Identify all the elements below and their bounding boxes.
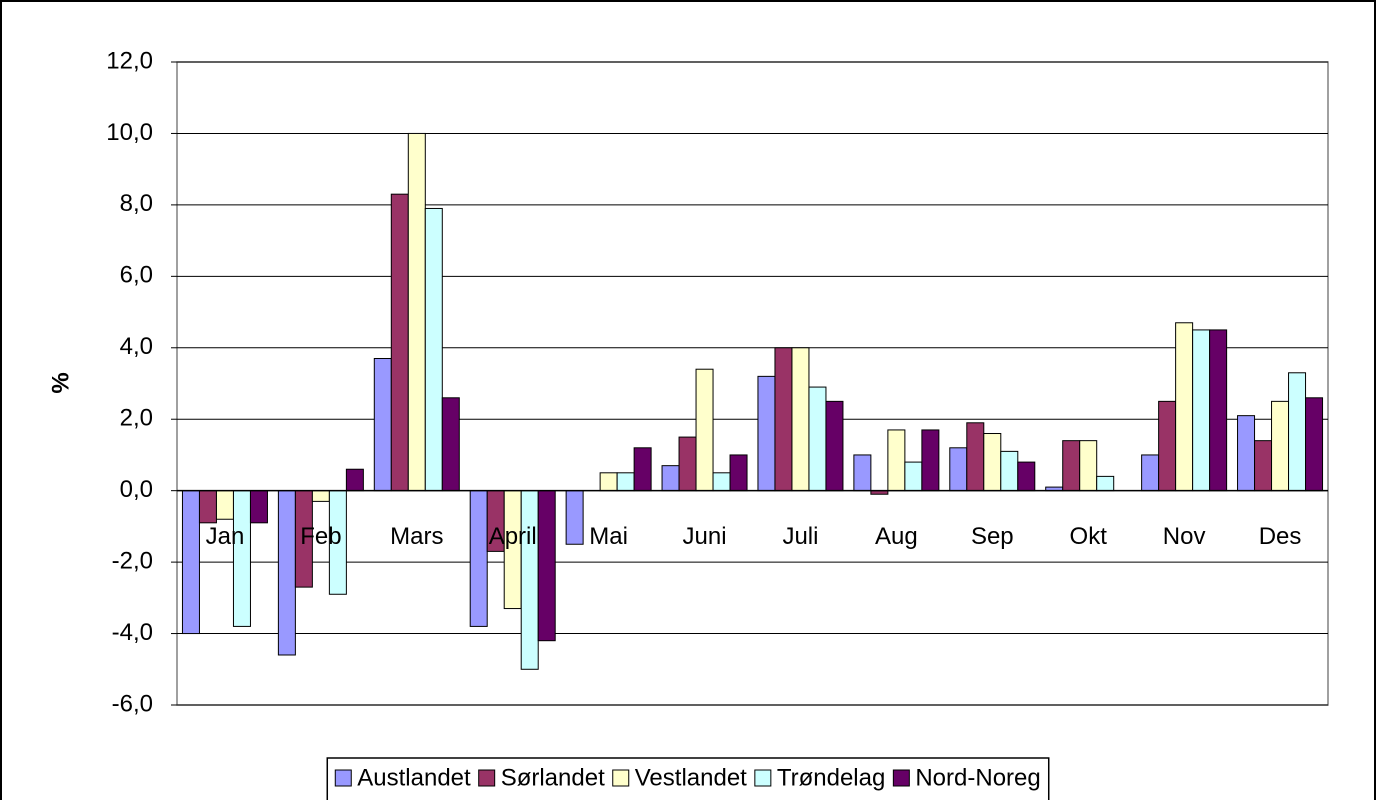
bar: [853, 454, 872, 492]
bar: [1288, 372, 1307, 492]
x-tick-label: Juni: [683, 523, 727, 550]
bar: [825, 400, 844, 492]
y-tick-label: 8,0: [120, 190, 153, 217]
bar: [1079, 440, 1098, 492]
y-tick-label: -4,0: [112, 619, 153, 646]
y-tick-label: 12,0: [106, 47, 153, 74]
x-tick-label: Feb: [300, 523, 341, 550]
bar: [390, 193, 409, 492]
bar: [791, 347, 810, 492]
legend-swatch: [612, 769, 630, 787]
legend-swatch: [892, 769, 910, 787]
bar: [215, 490, 234, 520]
bar: [249, 490, 268, 524]
bar: [808, 386, 827, 492]
bar: [537, 490, 556, 642]
bar: [181, 490, 200, 635]
x-tick-label: Okt: [1070, 523, 1108, 550]
bar: [633, 447, 652, 492]
bar: [1271, 400, 1290, 492]
bar: [311, 490, 330, 502]
x-tick-label: April: [489, 523, 537, 550]
bar: [1096, 475, 1115, 492]
bar: [1062, 440, 1081, 492]
legend-label: Trøndelag: [777, 764, 886, 791]
bar: [1158, 400, 1177, 492]
bar: [1305, 397, 1324, 492]
bar: [757, 375, 776, 492]
y-tick-label: 10,0: [106, 119, 153, 146]
y-tick-label: 6,0: [120, 262, 153, 289]
x-tick-label: Nov: [1163, 523, 1206, 550]
y-axis-label: %: [47, 372, 74, 393]
bar: [1192, 329, 1211, 492]
plot-area: [176, 61, 1329, 706]
bar: [373, 357, 392, 492]
bar: [599, 472, 618, 492]
bar: [661, 465, 680, 492]
bar: [678, 436, 697, 492]
bar: [1209, 329, 1228, 492]
legend: [326, 757, 1050, 800]
bar: [921, 429, 940, 492]
bar: [729, 454, 748, 492]
bar: [1141, 454, 1160, 492]
x-tick-label: Aug: [875, 523, 918, 550]
bar: [949, 447, 968, 492]
bar: [1237, 415, 1256, 492]
bar: [695, 368, 714, 492]
bar: [774, 347, 793, 492]
legend-label: Austlandet: [357, 764, 471, 791]
bar: [1000, 450, 1019, 492]
bar: [1017, 461, 1036, 492]
x-tick-label: Mars: [390, 523, 443, 550]
y-tick-label: 0,0: [120, 476, 153, 503]
bar: [1175, 322, 1194, 492]
bar: [966, 422, 985, 492]
bar: [198, 490, 217, 524]
bar: [232, 490, 251, 627]
bar: [441, 397, 460, 492]
bar: [520, 490, 539, 670]
bar: [983, 433, 1002, 492]
bar: [407, 132, 426, 492]
x-tick-label: Des: [1259, 523, 1302, 550]
legend-swatch: [478, 769, 496, 787]
y-tick-label: -2,0: [112, 547, 153, 574]
bar: [345, 468, 364, 492]
legend-label: Vestlandet: [635, 764, 747, 791]
x-tick-label: Mai: [589, 523, 628, 550]
bar: [904, 461, 923, 492]
y-tick-label: -6,0: [112, 690, 153, 717]
legend-swatch: [754, 769, 772, 787]
x-tick-label: Jan: [206, 523, 245, 550]
y-tick-label: 4,0: [120, 333, 153, 360]
legend-label: Sørlandet: [501, 764, 605, 791]
bar: [424, 207, 443, 492]
y-tick-label: 2,0: [120, 405, 153, 432]
bar: [277, 490, 296, 656]
bar: [1254, 440, 1273, 492]
bar: [469, 490, 488, 627]
x-tick-label: Juli: [782, 523, 818, 550]
legend-swatch: [334, 769, 352, 787]
x-tick-label: Sep: [971, 523, 1014, 550]
legend-label: Nord-Noreg: [915, 764, 1040, 791]
bar: [565, 490, 584, 545]
bar: [712, 472, 731, 492]
bar: [616, 472, 635, 492]
bar: [887, 429, 906, 492]
